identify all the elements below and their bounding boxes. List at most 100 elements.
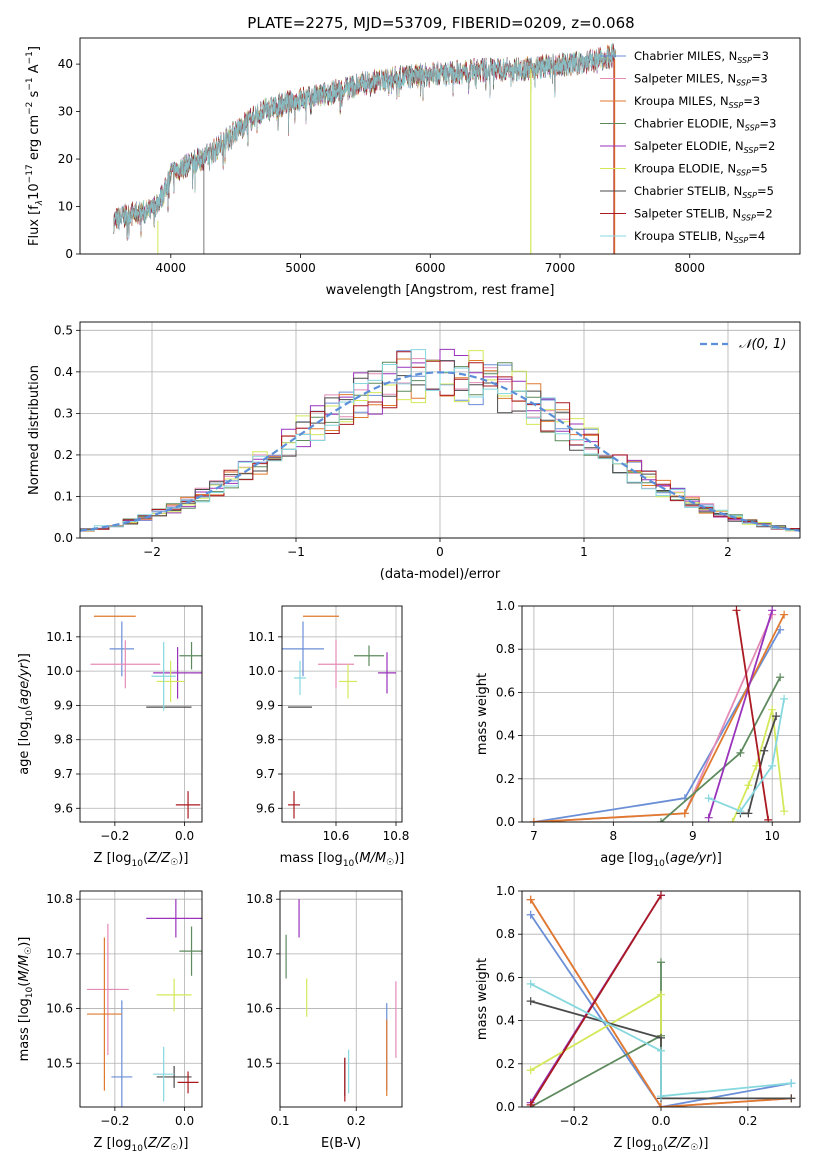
- weight-marker: [760, 746, 769, 755]
- data-point: [339, 664, 357, 699]
- label-part: λ: [35, 200, 45, 206]
- weight-series: [704, 606, 777, 822]
- weight-marker: [744, 781, 753, 790]
- y-axis-label: mass weight: [475, 673, 490, 755]
- x-axis-label: Z [log10(Z/Z☉)]: [94, 1136, 189, 1154]
- x-tick-label: 10.8: [383, 829, 410, 843]
- data-point: [90, 640, 161, 689]
- legend-sub: SSP: [734, 236, 749, 245]
- label-part: ☉: [170, 1143, 178, 1153]
- label-part: age [log: [600, 851, 653, 866]
- legend-label: Salpeter ELODIE, NSSP=2: [634, 139, 775, 155]
- legend-sub: SSP: [729, 101, 744, 110]
- weight-marker: [768, 761, 777, 770]
- weight-line: [529, 894, 662, 1106]
- legend-text: =4: [748, 229, 765, 243]
- legend-sub: SSP: [737, 56, 752, 65]
- y-tick-label: 0.4: [496, 729, 515, 743]
- residuals-panel: −2 −1 0 1 2 0.0 0.1 0.2 0.3 0.4 0.5 𝒩(0, 1) (data-mo…: [27, 321, 801, 582]
- y-tick-label: 10.8: [46, 892, 73, 906]
- legend-label: Kroupa ELODIE, NSSP=5: [634, 162, 768, 178]
- error-bars: [90, 615, 202, 819]
- weight-marker: [780, 694, 789, 703]
- label-part: ☉: [170, 858, 178, 868]
- x-tick-label: 2: [724, 545, 732, 559]
- legend-sub: SSP: [736, 79, 751, 88]
- model-spectrum-line: [113, 44, 617, 238]
- age_vs_Z-panel: −0.2 0.09.69.79.89.910.010.1Z [log10(Z/Z☉…: [17, 605, 203, 869]
- x-tick-label: 7: [530, 829, 538, 843]
- legend-label: Kroupa STELIB, NSSP=4: [634, 229, 765, 245]
- label-part: 10: [653, 859, 665, 869]
- label-part: 10: [343, 859, 355, 869]
- weight-marker: [780, 610, 789, 619]
- data-point: [354, 645, 384, 666]
- y-tick-label: 10.5: [246, 1056, 273, 1070]
- y-tick-label: 0.2: [496, 772, 515, 786]
- label-part: ☉: [24, 947, 34, 955]
- weight-series: [736, 712, 781, 818]
- y-tick-label: 0.0: [496, 1100, 515, 1114]
- legend-text: Salpeter MILES, N: [634, 72, 736, 86]
- legend-label: Chabrier MILES, NSSP=3: [634, 49, 769, 65]
- x-tick-label: 4000: [156, 261, 187, 275]
- x-tick-label: 0.2: [738, 1114, 757, 1128]
- legend-sub: SSP: [742, 191, 757, 200]
- weight-line: [533, 614, 774, 822]
- legend-text: Kroupa MILES, N: [634, 94, 729, 108]
- label-part: age [log: [17, 722, 32, 775]
- legend-label: 𝒩(0, 1): [739, 337, 786, 352]
- histogram-step: [80, 349, 800, 534]
- label-part: )]: [178, 1136, 188, 1151]
- weight-marker: [526, 979, 535, 988]
- y-tick-label: 10.6: [46, 1002, 73, 1016]
- legend-text: Salpeter STELIB, N: [634, 207, 741, 221]
- axes-frame: [79, 890, 203, 1108]
- data-point: [179, 926, 202, 976]
- x-tick-label: −0.2: [100, 1114, 129, 1128]
- x-tick-label: 0.0: [175, 1114, 194, 1128]
- y-tick-label: 0.8: [496, 642, 515, 656]
- x-axis-label: E(B-V): [321, 1136, 361, 1151]
- label-part: )]: [712, 851, 722, 866]
- weight-marker: [680, 809, 689, 818]
- x-tick-label: −0.2: [100, 829, 129, 843]
- axes-frame: [281, 605, 403, 823]
- label-part: ☉: [690, 1143, 698, 1153]
- weight-marker: [529, 818, 538, 822]
- label-part: 10: [651, 1144, 663, 1154]
- y-tick-label: 10.0: [248, 664, 275, 678]
- x-tick-label: 0.0: [651, 1114, 670, 1128]
- label-part: 10: [131, 859, 143, 869]
- weight-marker: [764, 815, 773, 822]
- legend-text: =3: [760, 117, 777, 131]
- y-tick-label: 0.8: [496, 927, 515, 941]
- y-tick-label: 10.5: [46, 1056, 73, 1070]
- data-point: [156, 978, 192, 1012]
- y-axis-label: mass [log10(M/M☉)]: [17, 937, 35, 1062]
- y-tick-label: 9.8: [54, 733, 73, 747]
- data-point: [288, 791, 300, 819]
- weight-marker: [657, 818, 665, 822]
- weight-marker: [526, 895, 535, 904]
- label-part: M/M: [17, 955, 32, 982]
- error-bars: [282, 615, 396, 819]
- weight-marker: [728, 818, 737, 822]
- weight-line: [708, 698, 785, 813]
- x-tick-label: −2: [143, 545, 161, 559]
- label-part: ☉: [386, 858, 394, 868]
- label-part: )]: [698, 1136, 708, 1151]
- legend-text: Chabrier MILES, N: [634, 49, 737, 63]
- legend-text: =3: [751, 72, 768, 86]
- weight-marker: [732, 606, 741, 615]
- weight-line: [529, 914, 792, 1107]
- weight-line: [530, 983, 792, 1098]
- data-point: [177, 1071, 199, 1094]
- y-axis-label: Normed distribution: [27, 365, 42, 495]
- label-part: (: [663, 1136, 668, 1151]
- data-point: [156, 660, 185, 702]
- weight-line: [740, 715, 778, 815]
- weight-marker: [526, 910, 535, 919]
